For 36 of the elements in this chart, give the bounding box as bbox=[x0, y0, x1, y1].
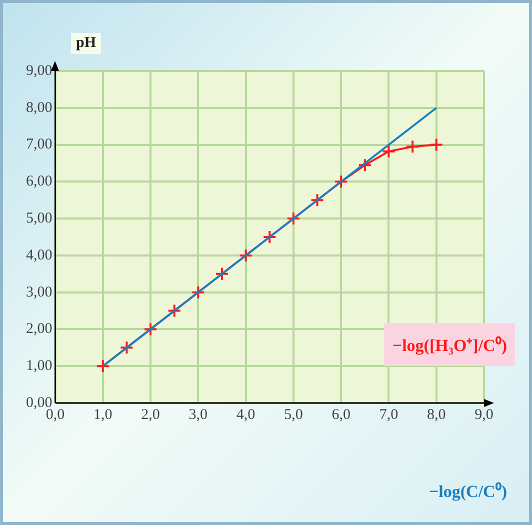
point bbox=[429, 138, 444, 152]
y-tick-label: 1,00 bbox=[26, 358, 52, 374]
x-tick-label: 5,0 bbox=[284, 406, 303, 423]
y-tick-label: 8,00 bbox=[26, 100, 52, 116]
text: −log([H₃O⁺]/C⁰) bbox=[392, 336, 507, 355]
x-tick-label: 1,0 bbox=[94, 406, 112, 423]
y-tick-label: 9,00 bbox=[26, 62, 52, 79]
x-tick-label: 8,0 bbox=[426, 406, 446, 423]
point bbox=[214, 266, 229, 281]
x-tick-label: 7,0 bbox=[379, 406, 398, 423]
y-tick-label: 3,00 bbox=[26, 284, 52, 300]
point bbox=[262, 230, 277, 244]
point bbox=[382, 144, 396, 158]
x-tick-label: 9,0 bbox=[474, 406, 494, 423]
point bbox=[191, 285, 206, 300]
point bbox=[238, 248, 253, 262]
point bbox=[96, 359, 110, 374]
x-tick-label: 6,0 bbox=[332, 406, 350, 423]
x-axis-title: −log(C/C⁰) bbox=[428, 481, 507, 502]
point bbox=[144, 322, 158, 336]
x-tick-label: 4,0 bbox=[236, 406, 256, 423]
y-tick-label: 4,00 bbox=[26, 247, 52, 264]
point bbox=[358, 158, 372, 172]
x-tick-label: 2,0 bbox=[141, 406, 160, 423]
y-tick-label: 7,00 bbox=[26, 136, 52, 153]
y-tick-label: 6,00 bbox=[26, 174, 52, 190]
y-tick-label: 2,00 bbox=[26, 321, 52, 338]
point bbox=[334, 174, 348, 189]
y-tick-label: 5,00 bbox=[26, 210, 52, 226]
point bbox=[167, 304, 182, 318]
point bbox=[406, 140, 420, 154]
x-tick-label: 3,0 bbox=[188, 406, 208, 423]
point bbox=[286, 212, 300, 226]
y-axis-title: pH bbox=[71, 33, 102, 54]
point bbox=[120, 340, 134, 355]
point bbox=[310, 193, 324, 208]
